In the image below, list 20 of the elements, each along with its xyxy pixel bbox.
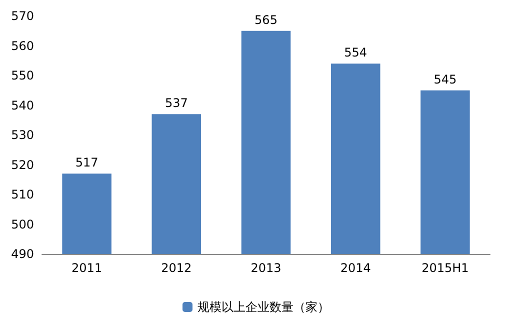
y-tick-label: 520 <box>11 158 34 172</box>
data-label: 545 <box>434 72 457 86</box>
y-tick-label: 510 <box>11 188 34 202</box>
x-tick-label: 2011 <box>72 261 102 275</box>
y-tick-label: 540 <box>11 98 34 112</box>
x-tick-label: 2014 <box>340 261 371 275</box>
x-tick-label: 2013 <box>250 261 282 275</box>
x-tick-label: 2012 <box>161 261 192 275</box>
y-tick-label: 490 <box>11 247 34 261</box>
data-label: 565 <box>254 12 278 27</box>
x-tick-label: 2015H1 <box>422 261 469 275</box>
y-tick-label: 570 <box>11 9 34 23</box>
data-label: 517 <box>75 156 98 170</box>
legend-label: 规模以上企业数量（家） <box>198 300 330 314</box>
y-tick-label: 530 <box>11 128 34 142</box>
y-tick-label: 500 <box>11 217 34 232</box>
data-label: 554 <box>344 46 368 60</box>
y-tick-label: 550 <box>11 68 34 82</box>
data-label: 537 <box>164 96 188 110</box>
y-tick-label: 560 <box>11 38 34 53</box>
